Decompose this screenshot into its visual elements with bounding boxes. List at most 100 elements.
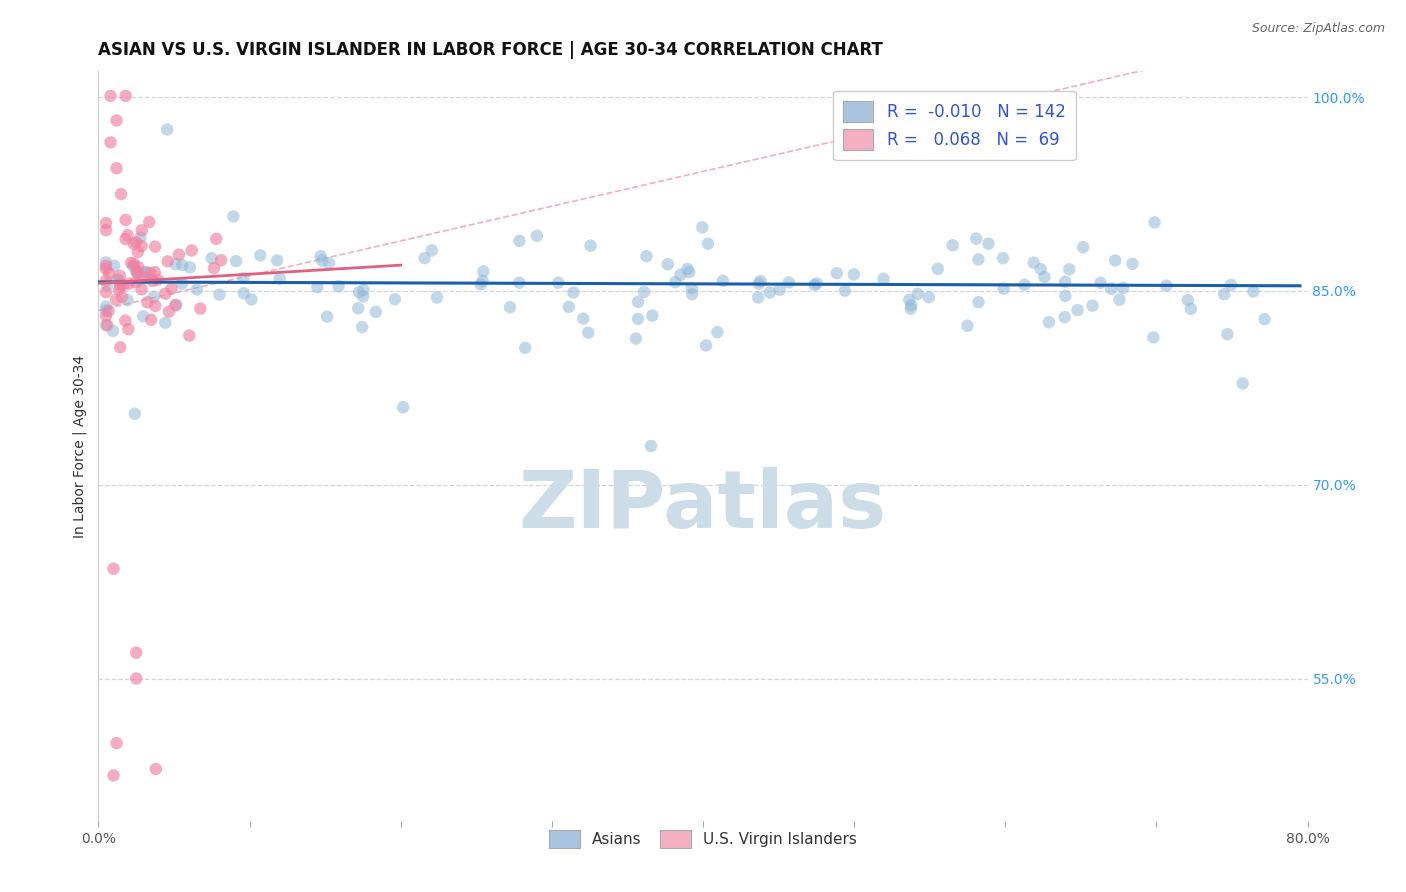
Point [105,293,128,307]
Point [1112,281,1135,295]
Point [747,291,769,305]
Point [1216,327,1239,342]
Point [778,276,800,290]
Point [364,305,387,319]
Point [103,259,125,273]
Point [657,257,679,271]
Point [125,646,148,660]
Point [201,251,224,265]
Point [94,223,117,237]
Point [131,282,153,296]
Point [117,322,139,336]
Point [180,244,202,258]
Point [993,281,1015,295]
Point [749,274,772,288]
Point [353,283,375,297]
Point [499,300,522,314]
Point [145,762,167,776]
Point [94,303,117,318]
Point [977,236,1000,251]
Point [547,276,569,290]
Point [232,271,254,285]
Point [114,232,136,246]
Point [627,295,650,310]
Point [842,268,865,282]
Point [108,274,131,288]
Point [108,278,131,293]
Point [131,239,153,253]
Point [898,293,921,307]
Point [94,300,117,314]
Point [956,318,979,333]
Point [706,325,728,339]
Point [1156,278,1178,293]
Point [179,260,201,275]
Point [134,265,156,279]
Point [413,251,436,265]
Point [124,407,146,421]
Point [114,313,136,327]
Point [806,277,828,291]
Point [105,113,128,128]
Point [1180,301,1202,316]
Point [129,273,152,287]
Point [1253,312,1275,326]
Point [143,265,166,279]
Point [100,89,122,103]
Point [1014,277,1036,292]
Point [472,264,495,278]
Point [190,301,212,316]
Point [1213,287,1236,301]
Legend: Asians, U.S. Virgin Islanders: Asians, U.S. Virgin Islanders [543,824,863,855]
Point [1108,293,1130,307]
Point [111,290,134,304]
Point [122,236,145,251]
Point [309,249,332,263]
Point [328,279,350,293]
Point [105,272,128,286]
Point [1053,310,1076,325]
Point [1241,285,1264,299]
Point [636,249,658,263]
Point [240,293,263,307]
Point [156,122,179,136]
Point [1071,240,1094,254]
Point [139,266,162,280]
Point [803,277,825,292]
Point [205,232,228,246]
Point [122,257,145,271]
Point [94,285,117,300]
Point [125,235,148,249]
Point [1121,257,1143,271]
Point [125,672,148,686]
Point [664,275,686,289]
Point [202,261,225,276]
Point [127,266,149,280]
Point [1029,262,1052,277]
Point [114,213,136,227]
Point [681,287,703,301]
Point [558,300,581,314]
Point [179,328,201,343]
Point [347,301,370,316]
Point [967,252,990,267]
Point [165,257,187,271]
Point [101,324,124,338]
Point [143,299,166,313]
Point [136,295,159,310]
Point [118,277,141,291]
Point [576,326,599,340]
Point [1143,215,1166,229]
Point [170,277,193,291]
Point [1066,303,1088,318]
Point [352,289,374,303]
Point [160,281,183,295]
Point [1059,262,1081,277]
Text: ASIAN VS U.S. VIRGIN ISLANDER IN LABOR FORCE | AGE 30-34 CORRELATION CHART: ASIAN VS U.S. VIRGIN ISLANDER IN LABOR F… [98,41,883,59]
Point [316,310,339,324]
Point [347,285,370,300]
Point [1033,269,1056,284]
Point [311,253,333,268]
Point [508,276,530,290]
Point [105,161,128,176]
